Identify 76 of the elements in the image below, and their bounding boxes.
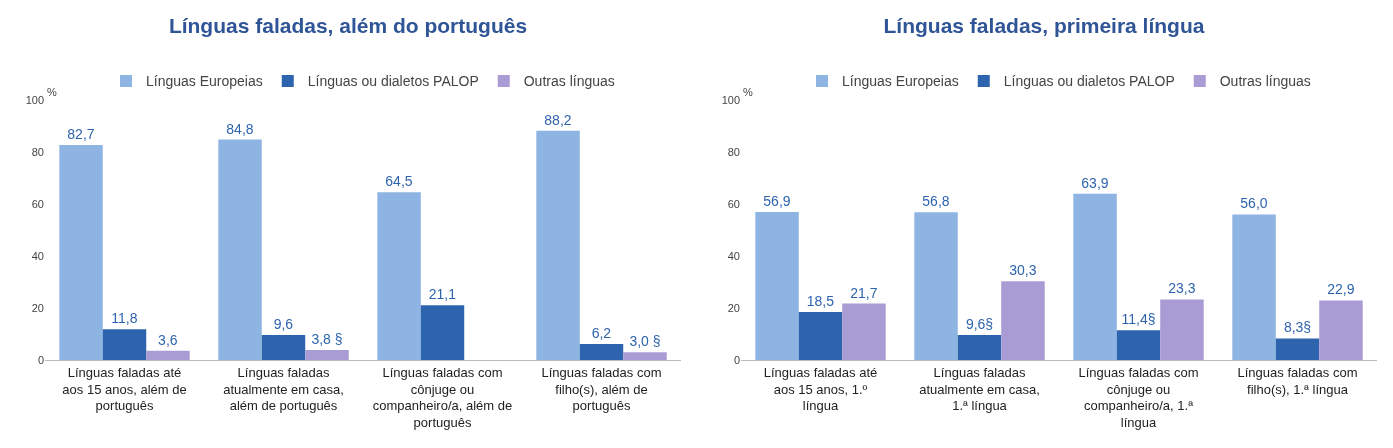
data-label: 22,9 xyxy=(1327,281,1355,298)
legend-label: Línguas Europeias xyxy=(146,73,263,90)
x-tick-label: Línguas faladas atualmente em casa, 1.ª língua xyxy=(919,364,1040,414)
text: % xyxy=(47,86,57,98)
y-tick-label: 60 xyxy=(31,197,44,210)
data-label: 3,6 xyxy=(158,331,178,348)
x-tick-label: Línguas faladas com filho(s), além de português xyxy=(541,364,662,414)
data-label: 21,1 xyxy=(428,286,457,303)
legend-label: Outras línguas xyxy=(1219,73,1311,90)
data-label: 56,9 xyxy=(763,193,791,210)
data-label: 11,4§ xyxy=(1121,311,1156,328)
bar xyxy=(536,130,580,360)
chart-title: Línguas faladas, primeira língua xyxy=(883,13,1205,37)
bar xyxy=(914,212,958,360)
bar xyxy=(755,212,799,360)
data-label: 21,7 xyxy=(850,284,878,301)
data-label: 18,5 xyxy=(806,292,835,309)
bar xyxy=(420,305,465,360)
bar xyxy=(1232,214,1276,360)
data-label: 64,5 xyxy=(385,173,413,190)
data-label: 84,8 xyxy=(226,120,254,137)
y-tick-label: 0 xyxy=(37,353,44,366)
bar xyxy=(1319,300,1363,360)
data-label: 56,8 xyxy=(922,193,950,210)
x-tick-label: Línguas faladas com cônjuge ou companheiro/a, 1.ª língua xyxy=(1078,364,1199,431)
x-tick-label: Línguas faladas com filho(s), 1.ª língua xyxy=(1237,364,1358,397)
bar xyxy=(102,329,147,360)
bar xyxy=(261,335,306,360)
bar xyxy=(957,335,1002,360)
y-tick-label: 80 xyxy=(727,145,740,158)
bar xyxy=(1073,193,1117,360)
x-tick-label: Línguas faladas atualmente em casa, além de português xyxy=(223,364,344,414)
data-label: 63,9 xyxy=(1081,174,1109,191)
y-tick-label: 40 xyxy=(727,249,740,262)
bar xyxy=(579,343,624,360)
bar xyxy=(1001,281,1045,360)
legend-label: Línguas ou dialetos PALOP xyxy=(307,73,479,90)
bar xyxy=(1116,330,1161,360)
data-label: 8,3§ xyxy=(1283,319,1312,336)
data-label: 3,8 § xyxy=(311,331,343,348)
legend-label: Línguas ou dialetos PALOP xyxy=(1003,73,1175,90)
legend-label: Outras línguas xyxy=(523,73,615,90)
x-tick-label: Línguas faladas até aos 15 anos, 1.º língua xyxy=(763,364,878,414)
text: % xyxy=(743,86,753,98)
data-label: 88,2 xyxy=(544,111,572,128)
legend-label: Línguas Europeias xyxy=(842,73,959,90)
bar xyxy=(59,144,103,360)
bar xyxy=(842,303,886,360)
x-tick-label: Línguas faladas até aos 15 anos, além de português xyxy=(62,364,187,414)
data-label: 56,0 xyxy=(1240,195,1268,212)
bar xyxy=(377,192,421,360)
bar xyxy=(798,311,843,360)
data-label: 30,3 xyxy=(1009,262,1037,279)
y-tick-label: 80 xyxy=(31,145,44,158)
y-tick-label: 60 xyxy=(727,197,740,210)
data-label: 11,8 xyxy=(111,310,138,327)
bar xyxy=(146,350,190,360)
x-tick-label: Línguas faladas com cônjuge ou companheiro/a, além de português xyxy=(372,364,513,431)
data-label: 3,0 § xyxy=(629,333,661,350)
bar xyxy=(1275,338,1320,360)
y-tick-label: 20 xyxy=(31,301,44,314)
data-label: 9,6§ xyxy=(965,316,994,333)
y-tick-label: 100 xyxy=(25,93,44,106)
bar xyxy=(1160,299,1204,360)
data-label: 9,6 xyxy=(273,316,294,333)
data-label: 23,3 xyxy=(1168,280,1196,297)
y-tick-label: 40 xyxy=(31,249,44,262)
y-tick-label: 0 xyxy=(733,353,740,366)
data-label: 82,7 xyxy=(67,125,95,142)
bar xyxy=(623,352,667,360)
y-tick-label: 20 xyxy=(727,301,740,314)
data-label: 6,2 xyxy=(591,324,612,341)
bar xyxy=(305,350,349,360)
bar xyxy=(218,139,262,360)
y-tick-label: 100 xyxy=(721,93,740,106)
chart-title: Línguas faladas, além do português xyxy=(168,13,528,37)
